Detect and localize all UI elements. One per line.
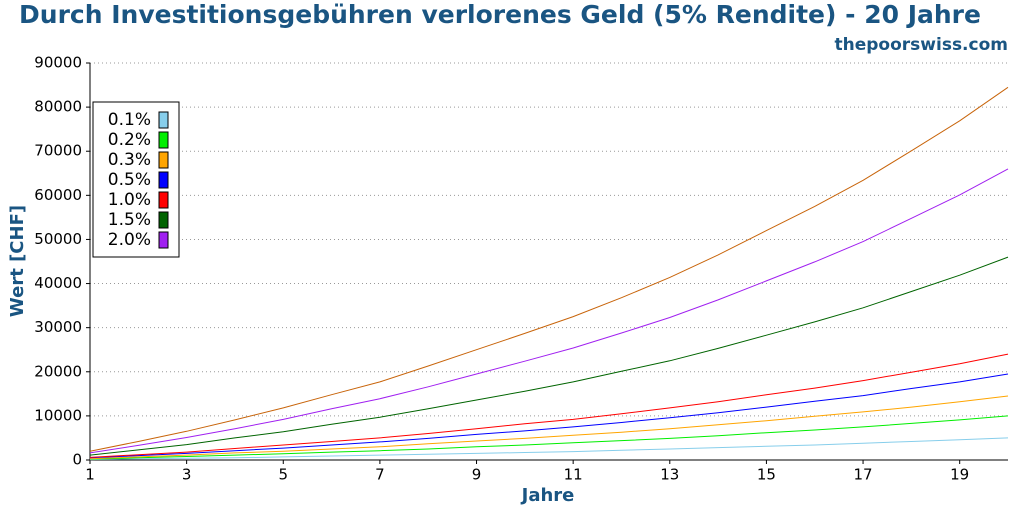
legend-swatch [158, 211, 169, 229]
legend-label: 0.3% [108, 150, 151, 170]
y-tick-label: 50000 [34, 230, 82, 248]
x-tick-label: 1 [85, 466, 95, 484]
y-tick-label: 20000 [34, 362, 82, 380]
y-tick-label: 70000 [34, 142, 82, 160]
y-tick-label: 10000 [34, 406, 82, 424]
series-line [89, 373, 1009, 459]
x-tick-label: 11 [564, 466, 583, 484]
series-line [89, 86, 1009, 452]
x-tick-label: 3 [182, 466, 192, 484]
series-line [89, 256, 1009, 456]
y-tick-label: 0 [72, 451, 82, 469]
series-line [89, 437, 1009, 461]
legend-swatch [158, 151, 169, 169]
y-axis-label: Wert [CHF] [7, 205, 28, 317]
y-tick-label: 90000 [34, 54, 82, 72]
series-line [89, 415, 1009, 460]
chart-title: Durch Investitionsgebühren verlorenes Ge… [19, 0, 981, 29]
legend-swatch [158, 231, 169, 249]
y-tick-label: 30000 [34, 318, 82, 336]
series-line [89, 353, 1009, 458]
legend-label: 0.1% [108, 110, 151, 130]
y-tick-label: 40000 [34, 274, 82, 292]
x-axis-label: Jahre [520, 485, 575, 506]
legend-swatch [158, 191, 169, 209]
legend-label: 1.5% [108, 210, 151, 230]
x-tick-label: 15 [757, 466, 776, 484]
x-tick-label: 19 [950, 466, 969, 484]
series-line [89, 168, 1009, 454]
legend-label: 2.0% [108, 230, 151, 250]
x-tick-label: 13 [660, 466, 679, 484]
y-tick-label: 60000 [34, 186, 82, 204]
x-tick-label: 17 [854, 466, 873, 484]
x-tick-label: 7 [375, 466, 385, 484]
legend-label: 0.5% [108, 170, 151, 190]
x-tick-label: 5 [278, 466, 288, 484]
legend-label: 0.2% [108, 130, 151, 150]
series-line [89, 395, 1009, 460]
legend-swatch [158, 131, 169, 149]
x-tick-label: 9 [472, 466, 482, 484]
chart-subtitle: thepoorswiss.com [835, 35, 1009, 55]
legend-swatch [158, 111, 169, 129]
legend-label: 1.0% [108, 190, 151, 210]
y-tick-label: 80000 [34, 98, 82, 116]
legend-swatch [158, 171, 169, 189]
